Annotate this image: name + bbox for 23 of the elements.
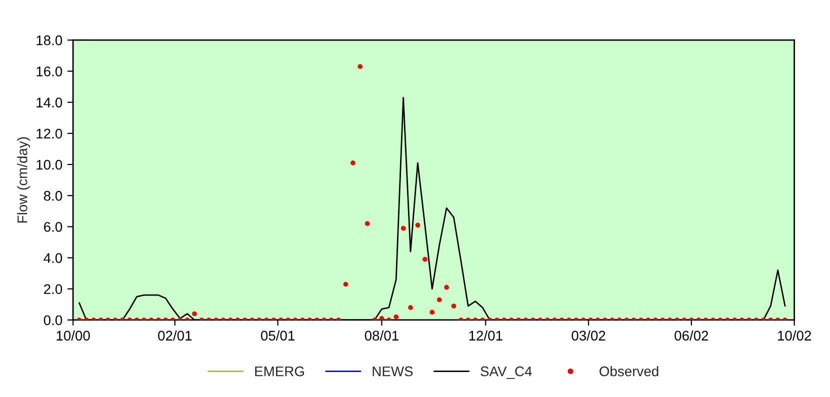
legend-label: NEWS <box>372 366 413 376</box>
y-tick-label: 8.0 <box>44 190 62 201</box>
x-tick-label: 05/01 <box>260 330 294 341</box>
y-tick-label: 4.0 <box>44 253 62 263</box>
y-axis-title: Flow (cm/day) <box>17 137 30 222</box>
y-tick-label: 2.0 <box>44 284 62 294</box>
y-tick-label: 12.0 <box>36 128 62 139</box>
y-tick-label: 14.0 <box>36 98 62 108</box>
y-tick-label: 6.0 <box>44 222 62 232</box>
y-tick-label: 10.0 <box>36 160 62 170</box>
legend-label: SAV_C4 <box>480 366 532 379</box>
x-tick-label: 02/01 <box>158 330 192 341</box>
y-tick-label: 16.0 <box>36 66 62 76</box>
x-tick-label: 08/01 <box>364 330 398 341</box>
y-tick-label: 0.0 <box>44 315 62 326</box>
x-tick-label: 03/02 <box>572 330 606 341</box>
legend-label: EMERG <box>255 366 304 376</box>
x-tick-label: 06/02 <box>674 330 708 341</box>
x-tick-label: 10/00 <box>56 330 90 341</box>
x-tick-label: 12/01 <box>469 330 502 341</box>
y-tick-label: 18.0 <box>36 35 62 46</box>
x-tick-label: 10/02 <box>778 330 811 341</box>
legend-label: Observed <box>600 366 658 376</box>
